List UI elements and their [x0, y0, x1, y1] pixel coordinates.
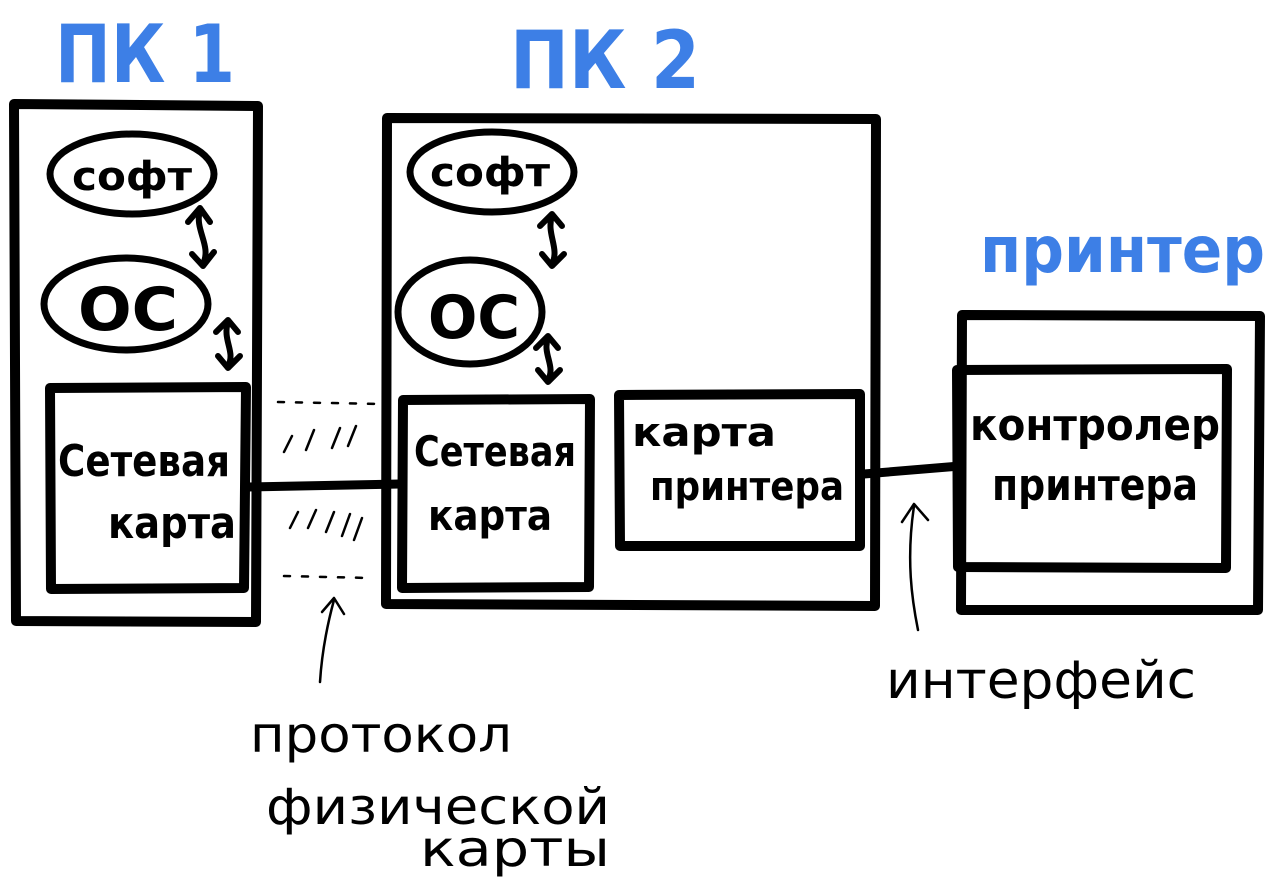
interface-annotation: интерфейс	[886, 651, 1196, 711]
cable-protocol-marks	[276, 400, 382, 580]
printer-controller-box	[952, 364, 1232, 573]
printer-controller-label-line1: контролер	[970, 400, 1220, 451]
printer-controller-label-line2: принтера	[992, 460, 1198, 511]
pc1-title: ПК 1	[55, 8, 235, 101]
pc2-printer-card-box	[614, 389, 865, 551]
protocol-annotation-line3: карты	[420, 820, 610, 878]
pc2-nic-label-line2: карта	[428, 491, 552, 540]
pc2-nic-box	[397, 394, 595, 593]
pc1-os-nic-arrow	[213, 317, 243, 371]
pc2-os-oval	[394, 256, 546, 368]
pc2-box	[381, 113, 881, 611]
pc2-box-group: софт ОС Сетевая карта карта принтера	[381, 113, 881, 611]
pc2-printer-cable	[859, 461, 965, 479]
pc2-nic-label-line1: Сетевая	[414, 427, 576, 476]
pc1-box	[9, 99, 263, 627]
pc2-os-label: ОС	[428, 283, 520, 353]
protocol-annotation-line2: физической	[266, 778, 610, 836]
protocol-annotation-line1: протокол	[250, 706, 512, 764]
pc2-title: ПК 2	[510, 14, 700, 107]
pc2-os-nic-arrow	[533, 333, 563, 385]
pc2-printer-card-label-line1: карта	[632, 410, 776, 456]
pc1-soft-os-arrow	[185, 205, 217, 269]
pc1-pc2-network-cable	[243, 479, 405, 492]
printer-box-group: контролер принтера	[952, 310, 1265, 615]
protocol-pointer-arrow	[318, 596, 346, 684]
pc1-os-oval	[40, 254, 212, 354]
pc1-os-label: ОС	[78, 275, 178, 345]
pc1-box-group: софт ОС Сетевая карта	[9, 99, 263, 627]
interface-pointer-arrow	[900, 502, 930, 632]
pc2-soft-os-arrow	[537, 211, 567, 269]
pc1-nic-box	[45, 382, 251, 594]
pc2-soft-label: софт	[430, 150, 551, 196]
pc1-nic-label-line1: Сетевая	[58, 436, 230, 487]
pc2-soft-oval	[406, 128, 578, 216]
pc1-soft-oval	[46, 130, 218, 218]
printer-title: принтер	[980, 214, 1265, 288]
pc1-nic-label-line2: карта	[108, 498, 236, 549]
pc1-soft-label: софт	[72, 154, 193, 200]
pc2-printer-card-label-line2: принтера	[650, 464, 844, 510]
